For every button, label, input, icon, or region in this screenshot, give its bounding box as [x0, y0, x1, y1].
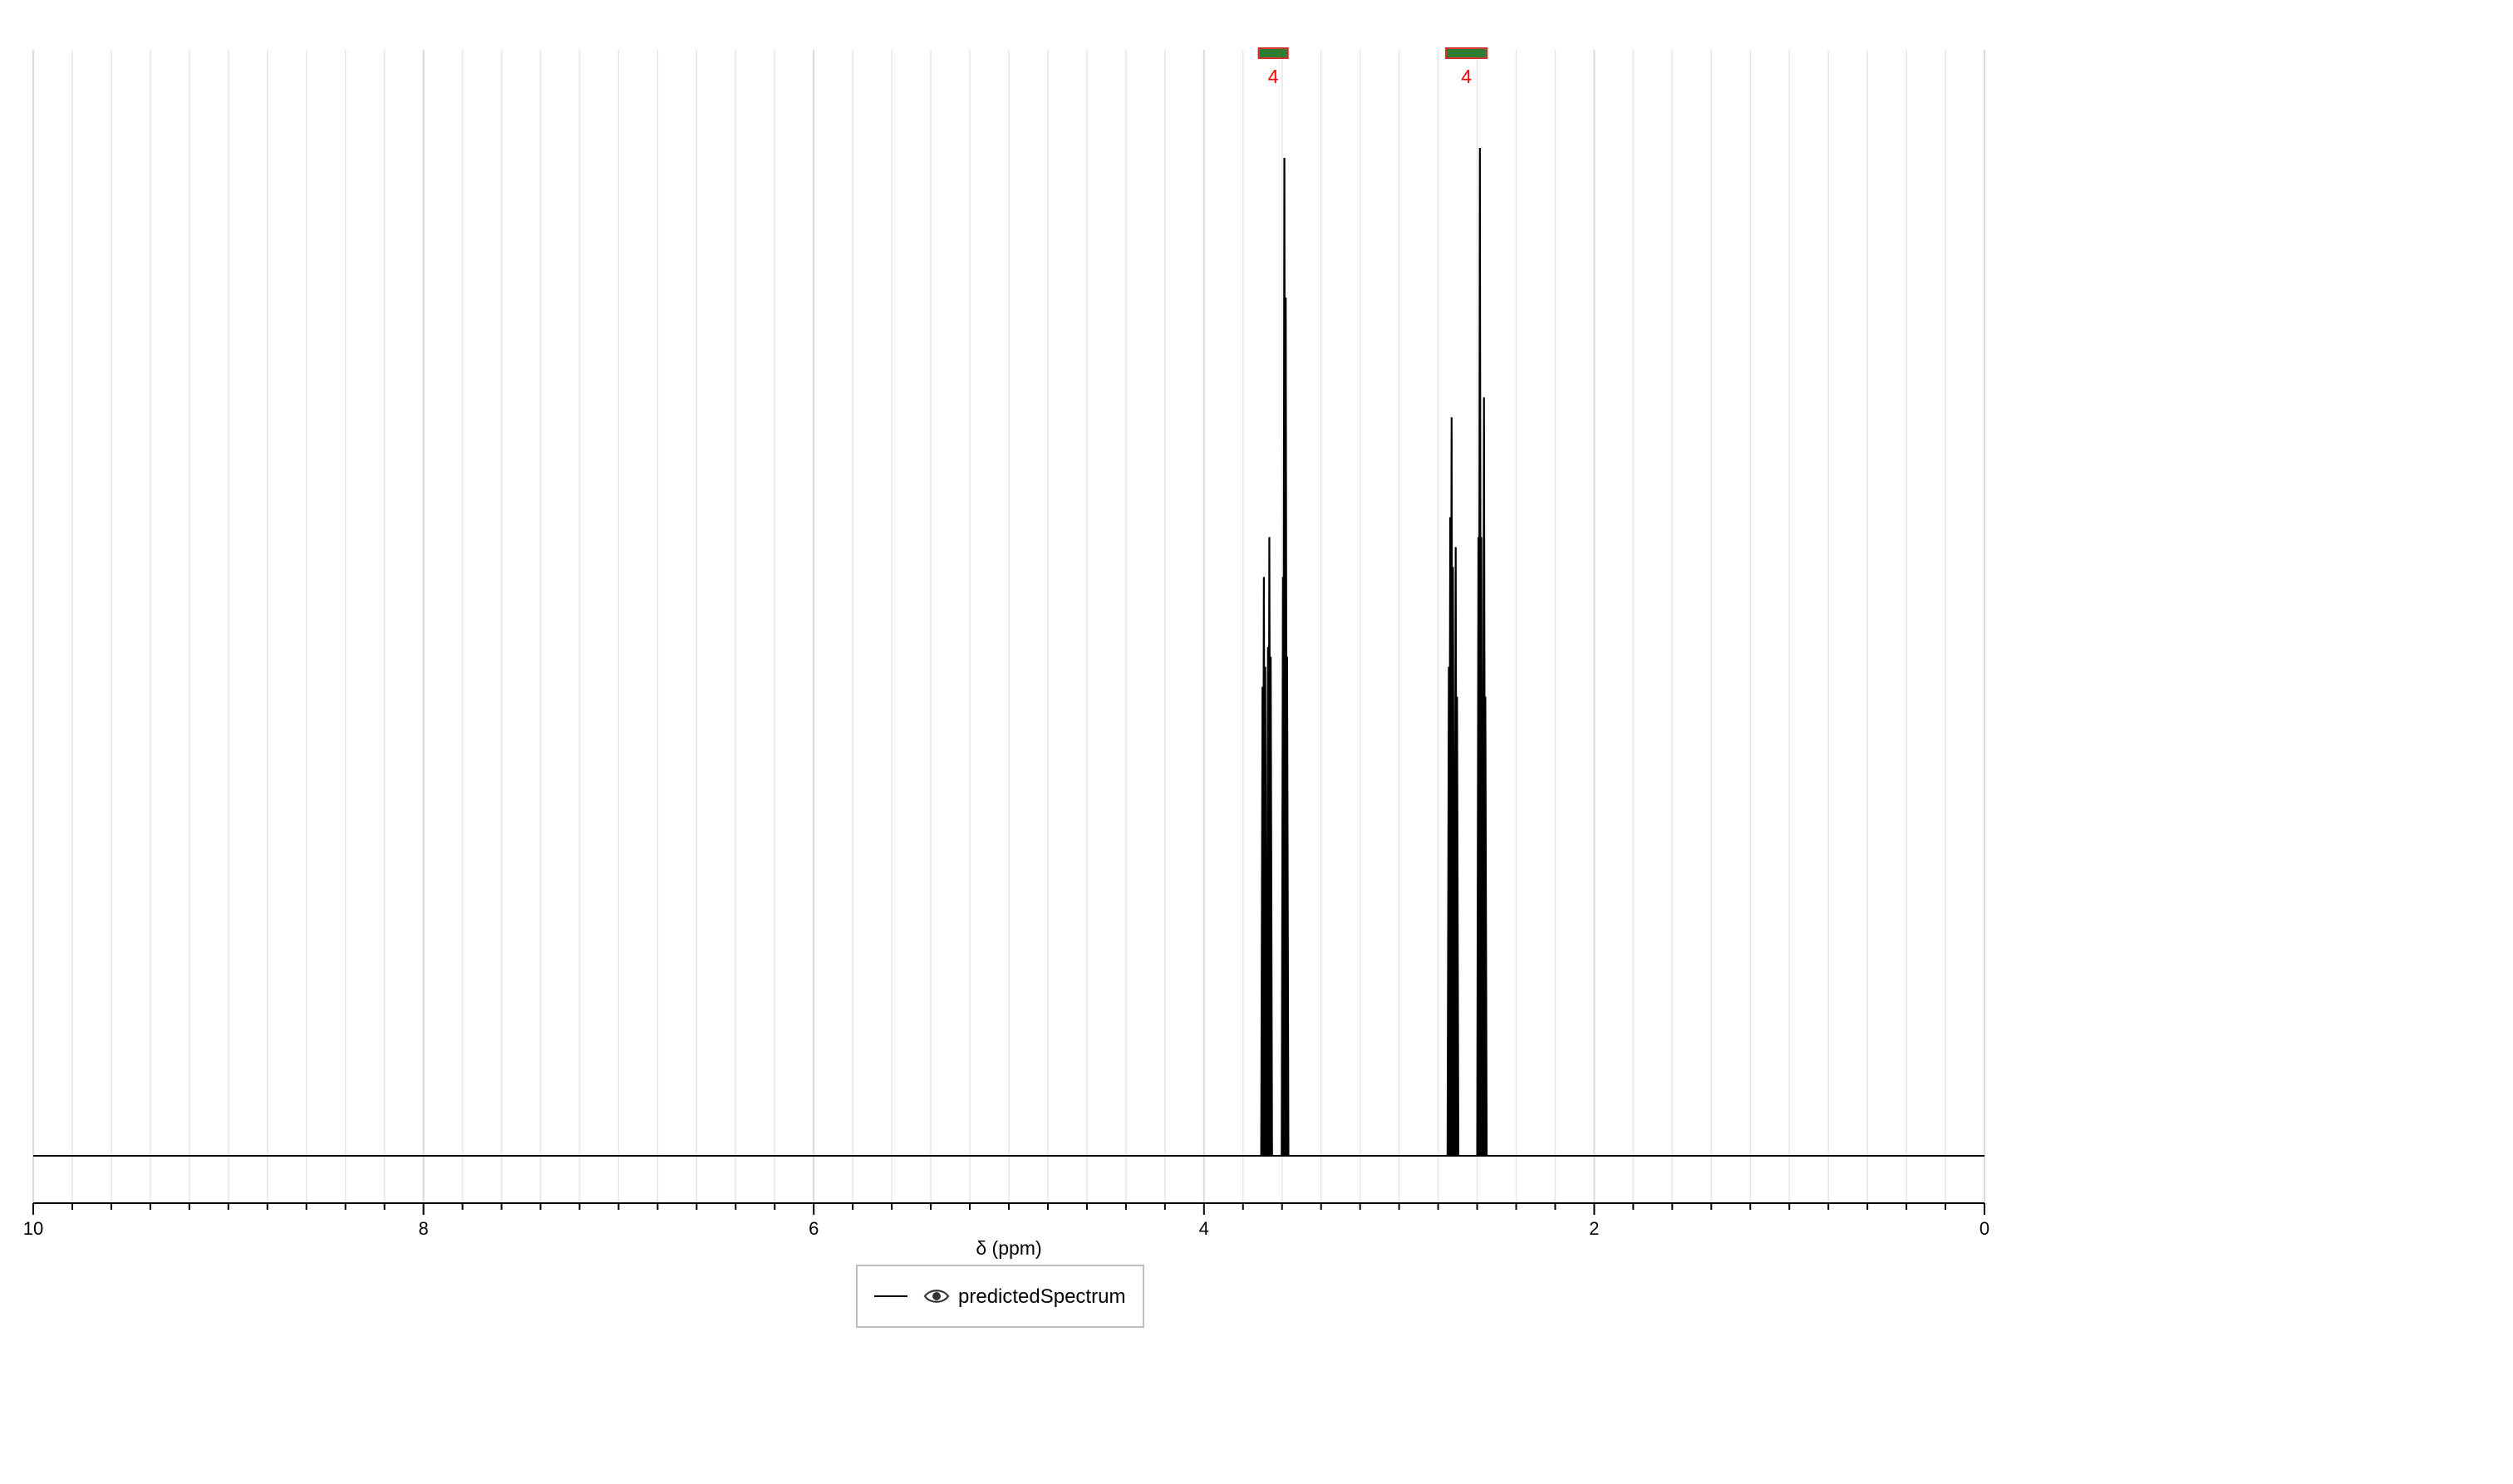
integral-label: 4: [1461, 66, 1472, 87]
legend-label: predictedSpectrum: [958, 1285, 1125, 1308]
x-tick-label: 4: [1199, 1218, 1209, 1239]
x-tick-label: 8: [418, 1218, 428, 1239]
integral-bar[interactable]: [1446, 48, 1487, 58]
x-axis-label: δ (ppm): [976, 1237, 1041, 1259]
x-tick-label: 6: [809, 1218, 819, 1239]
x-tick-label: 10: [23, 1218, 43, 1239]
legend[interactable]: predictedSpectrum: [857, 1265, 1143, 1327]
grid-lines: [33, 50, 1984, 1203]
integral-bar[interactable]: [1259, 48, 1288, 58]
x-tick-label: 2: [1589, 1218, 1599, 1239]
x-tick-label: 0: [1979, 1218, 1989, 1239]
integral-label: 4: [1268, 66, 1279, 87]
x-axis: 10 8 6 4 2 0: [23, 1203, 1989, 1239]
